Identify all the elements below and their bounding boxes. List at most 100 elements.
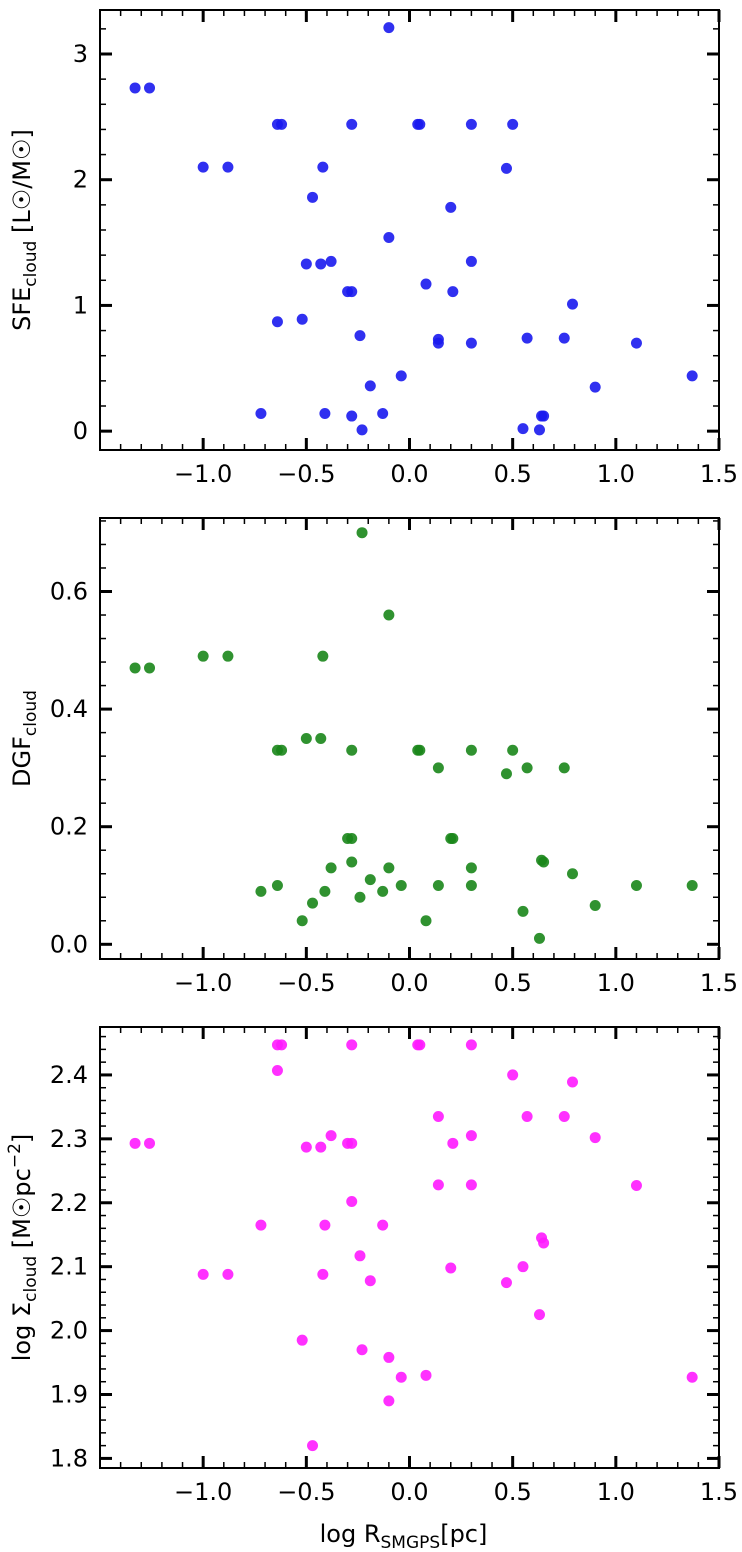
dgf-point bbox=[307, 897, 319, 909]
dgf-point bbox=[296, 915, 308, 927]
sfe-point bbox=[276, 118, 288, 130]
dgf-point bbox=[465, 862, 477, 874]
sigma-point bbox=[567, 1076, 579, 1088]
dgf-point bbox=[144, 662, 156, 674]
sfe-point bbox=[377, 408, 389, 420]
sfe-ytick-label: 2 bbox=[73, 166, 88, 194]
dgf-point bbox=[315, 733, 327, 744]
dgf-point bbox=[507, 744, 519, 756]
sigma-point bbox=[377, 1219, 389, 1231]
sigma-point bbox=[383, 1395, 395, 1407]
sigma-point bbox=[364, 1275, 376, 1287]
sfe-point bbox=[420, 278, 432, 290]
sfe-point bbox=[129, 82, 141, 94]
dgf-point bbox=[465, 880, 477, 891]
sfe-point bbox=[317, 161, 329, 173]
sfe-point bbox=[507, 118, 519, 130]
sigma-point bbox=[255, 1219, 267, 1231]
dgf-ytick-label: 0.0 bbox=[50, 930, 88, 958]
sigma-point bbox=[465, 1039, 477, 1051]
dgf-point bbox=[589, 899, 601, 911]
dgf-ytick-label: 0.2 bbox=[50, 813, 88, 841]
sigma-ytick-label: 1.8 bbox=[50, 1444, 88, 1472]
sigma-point bbox=[414, 1039, 426, 1051]
dgf-point bbox=[383, 609, 395, 621]
dgf-point bbox=[346, 856, 358, 868]
dgf-point bbox=[395, 880, 407, 891]
sigma-point bbox=[447, 1137, 459, 1149]
sigma-point bbox=[558, 1110, 570, 1122]
sigma-point bbox=[465, 1130, 477, 1142]
sigma-point bbox=[296, 1334, 308, 1346]
dgf-xtick-label: −0.5 bbox=[277, 969, 335, 997]
dgf-point bbox=[521, 762, 533, 774]
dgf-point bbox=[686, 880, 698, 891]
sfe-ytick-label: 3 bbox=[73, 40, 88, 68]
sigma-point bbox=[315, 1141, 327, 1153]
sfe-point bbox=[222, 161, 234, 173]
sigma-point bbox=[129, 1137, 141, 1149]
sigma-point bbox=[500, 1277, 512, 1289]
dgf-xtick-label: 0.5 bbox=[494, 969, 532, 997]
sigma-point bbox=[346, 1137, 358, 1149]
sigma-point bbox=[317, 1268, 329, 1280]
sigma-point bbox=[354, 1250, 366, 1262]
sigma-point bbox=[395, 1371, 407, 1383]
sfe-point bbox=[521, 332, 533, 344]
sfe-point bbox=[589, 381, 601, 393]
sfe-point bbox=[533, 424, 545, 436]
dgf-ytick-label: 0.6 bbox=[50, 578, 88, 606]
dgf-point bbox=[346, 832, 358, 844]
sfe-point bbox=[465, 118, 477, 130]
sigma-point bbox=[589, 1132, 601, 1144]
dgf-xtick-label: 1.5 bbox=[700, 969, 738, 997]
sfe-point bbox=[383, 232, 395, 244]
dgf-point bbox=[465, 744, 477, 756]
sfe-point bbox=[364, 380, 376, 392]
dgf-point bbox=[317, 650, 329, 662]
sfe-axes-frame bbox=[99, 9, 720, 451]
sigma-point bbox=[271, 1064, 283, 1076]
dgf-point bbox=[300, 733, 312, 744]
dgf-panel: −1.0 −0.5 0.0 0.5 1.0 1.5 0.0 0.2 0.4 0.6 DGFcloud bbox=[8, 517, 738, 997]
sfe-xtick-label: 0.0 bbox=[390, 460, 428, 488]
sfe-ytick-label: 0 bbox=[73, 417, 88, 445]
sfe-xtick-label: 1.5 bbox=[700, 460, 738, 488]
sigma-ytick-label: 2.1 bbox=[50, 1253, 88, 1281]
sfe-point bbox=[517, 423, 529, 435]
sfe-point bbox=[356, 424, 368, 436]
sigma-xtick-label: 0.5 bbox=[494, 1478, 532, 1506]
sfe-point bbox=[307, 191, 319, 203]
sigma-xtick-label: −1.0 bbox=[174, 1478, 232, 1506]
sigma-point bbox=[346, 1039, 358, 1051]
dgf-ytick-label: 0.4 bbox=[50, 695, 88, 723]
dgf-ylabel: DGFcloud bbox=[8, 690, 41, 787]
sigma-ytick-label: 2.0 bbox=[50, 1317, 88, 1345]
sigma-ytick-label: 1.9 bbox=[50, 1381, 88, 1409]
sigma-point bbox=[222, 1268, 234, 1280]
dgf-point bbox=[346, 744, 358, 756]
sigma-point bbox=[144, 1137, 156, 1149]
dgf-xtick-label: 1.0 bbox=[597, 969, 635, 997]
sigma-point bbox=[276, 1039, 288, 1051]
sigma-point bbox=[686, 1371, 698, 1383]
sigma-point bbox=[630, 1180, 642, 1192]
dgf-point bbox=[432, 880, 444, 891]
sfe-point bbox=[500, 162, 512, 174]
sigma-point bbox=[346, 1195, 358, 1207]
sigma-point bbox=[521, 1110, 533, 1122]
dgf-point bbox=[414, 744, 426, 756]
sigma-xlabel: log RSMGPS[pc] bbox=[320, 1520, 488, 1552]
sfe-point bbox=[432, 337, 444, 349]
sfe-point bbox=[319, 408, 331, 420]
sfe-panel: −1.0 −0.5 0.0 0.5 1.0 1.5 0 1 2 3 SFEcloud [L☉/M☉] bbox=[8, 9, 738, 488]
sigma-point bbox=[432, 1110, 444, 1122]
dgf-point bbox=[630, 880, 642, 891]
dgf-point bbox=[222, 650, 234, 662]
sfe-point bbox=[315, 258, 327, 270]
sigma-point bbox=[197, 1268, 209, 1280]
sigma-xtick-label: −0.5 bbox=[277, 1478, 335, 1506]
sfe-point bbox=[346, 286, 358, 298]
dgf-point bbox=[276, 744, 288, 756]
